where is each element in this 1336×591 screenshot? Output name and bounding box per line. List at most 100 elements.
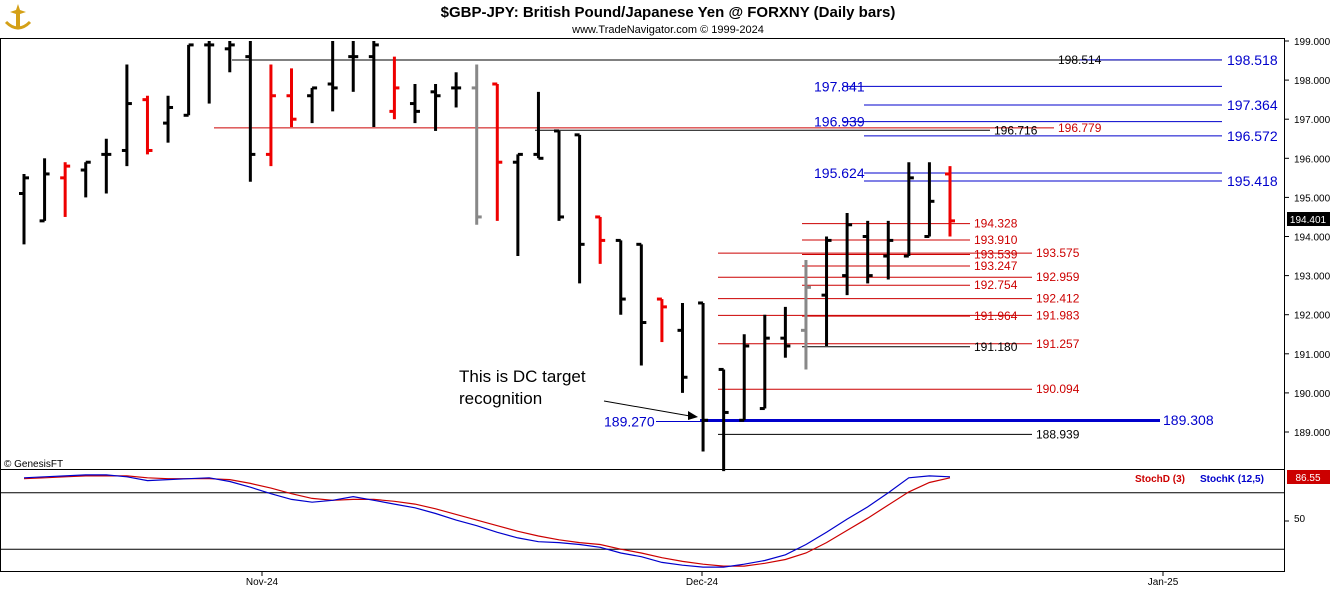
last-price-box xyxy=(1287,212,1330,226)
ohlc-bar xyxy=(636,242,647,366)
ohlc-bar xyxy=(368,41,379,128)
ohlc-bar xyxy=(142,95,153,155)
ohlc-bar xyxy=(595,215,606,264)
level-label: 196.939 xyxy=(814,114,865,130)
copyright-label: © GenesisFT xyxy=(4,459,63,470)
ohlc-bar xyxy=(862,220,873,284)
x-label-nov: Nov-24 xyxy=(246,577,279,588)
level-label: 198.518 xyxy=(1227,52,1278,68)
last-price-tag: 194.401 xyxy=(1287,212,1330,226)
ohlc-bar xyxy=(800,259,811,370)
ohlc-bar xyxy=(698,301,709,452)
level-label: 196.572 xyxy=(1227,128,1278,144)
stoch-tick-50: 50 xyxy=(1294,514,1306,525)
ohlc-bar xyxy=(183,43,194,117)
price-bars xyxy=(19,41,955,472)
ohlc-bar xyxy=(39,158,50,223)
ohlc-bar xyxy=(718,367,729,472)
y-tick-label: 193.000 xyxy=(1294,272,1331,283)
ohlc-bar xyxy=(307,86,318,124)
ohlc-bar xyxy=(430,84,441,131)
y-tick-label: 191.000 xyxy=(1294,350,1331,361)
y-tick-label: 194.000 xyxy=(1294,233,1331,244)
y-tick-label: 197.000 xyxy=(1294,115,1331,126)
level-label: 198.514 xyxy=(1058,53,1102,67)
level-label: 192.959 xyxy=(1036,270,1080,284)
level-label: 191.257 xyxy=(1036,337,1080,351)
level-label: 191.983 xyxy=(1036,308,1080,322)
ohlc-bar xyxy=(492,82,503,221)
y-tick-label: 196.000 xyxy=(1294,154,1331,165)
y-tick-label: 190.000 xyxy=(1294,389,1331,400)
ohlc-bar xyxy=(533,91,544,160)
ohlc-bar xyxy=(204,41,215,104)
annotation-line-2: recognition xyxy=(459,389,542,408)
stochd-legend: StochD (3) xyxy=(1135,474,1185,485)
ohlc-bar xyxy=(471,64,482,225)
level-label: 193.539 xyxy=(974,248,1018,262)
x-label-jan: Jan-25 xyxy=(1148,577,1179,588)
stochastic-panel xyxy=(1,474,1289,568)
ohlc-bar xyxy=(121,64,132,167)
level-label: 191.180 xyxy=(974,340,1018,354)
ohlc-bar xyxy=(924,162,935,238)
y-tick-label: 198.000 xyxy=(1294,76,1331,87)
level-label: 189.270 xyxy=(604,413,655,429)
level-label: 195.418 xyxy=(1227,173,1278,189)
y-tick-label: 189.000 xyxy=(1294,428,1331,439)
level-label: 190.094 xyxy=(1036,382,1080,396)
chart-title: $GBP-JPY: British Pound/Japanese Yen @ F… xyxy=(441,4,896,21)
ohlc-bar xyxy=(780,306,791,358)
level-label: 193.910 xyxy=(974,233,1018,247)
level-label: 197.841 xyxy=(814,78,865,94)
ohlc-bar xyxy=(101,138,112,194)
stochd-line xyxy=(23,475,951,567)
level-label: 194.328 xyxy=(974,217,1018,231)
level-label: 196.716 xyxy=(994,123,1038,137)
ohlc-bar xyxy=(60,162,71,217)
stochk-legend: StochK (12,5) xyxy=(1200,474,1264,485)
ohlc-bar xyxy=(265,64,276,167)
annotation: This is DC target recognition xyxy=(459,367,698,420)
ohlc-bar xyxy=(842,213,853,296)
ohlc-bar xyxy=(327,41,338,112)
ohlc-bar xyxy=(163,95,174,143)
ohlc-bar xyxy=(677,302,688,393)
ohlc-bar xyxy=(451,72,462,108)
ohlc-bar xyxy=(821,236,832,346)
ohlc-bar xyxy=(903,162,914,258)
ohlc-bar xyxy=(574,133,585,284)
level-label: 195.624 xyxy=(814,165,865,181)
chart-subtitle: www.TradeNavigator.com © 1999-2024 xyxy=(571,24,764,36)
annotation-arrow-line xyxy=(603,400,691,417)
ohlc-bar xyxy=(80,160,91,198)
logo xyxy=(4,4,32,30)
stoch-last-label: 86.55 xyxy=(1295,473,1320,484)
level-label: 196.779 xyxy=(1058,121,1102,135)
level-label: 188.939 xyxy=(1036,427,1080,441)
x-label-dec: Dec-24 xyxy=(686,577,719,588)
bull-anchor-logo-icon xyxy=(4,4,32,30)
target-level-labels: 198.514 198.518 197.841 197.364 196.939 196.7… xyxy=(604,52,1278,442)
ohlc-bar xyxy=(245,41,256,182)
level-label: 193.575 xyxy=(1036,246,1080,260)
ohlc-bar xyxy=(739,334,750,422)
y-tick-label: 192.000 xyxy=(1294,311,1331,322)
ohlc-bar xyxy=(19,173,29,245)
ohlc-bar xyxy=(409,84,420,124)
ohlc-bar xyxy=(554,129,565,221)
stochk-line xyxy=(23,474,951,568)
ohlc-bar xyxy=(286,68,297,128)
ohlc-bar xyxy=(389,56,400,120)
ohlc-bar xyxy=(945,166,955,237)
indicator-panel-frame xyxy=(0,469,1285,572)
stoch-last-box xyxy=(1287,470,1330,484)
level-label: 191.964 xyxy=(974,309,1018,323)
stoch-last-tag: 86.55 xyxy=(1287,470,1330,484)
y-tick-label: 195.000 xyxy=(1294,193,1331,204)
annotation-line-1: This is DC target xyxy=(459,367,586,386)
ohlc-bar xyxy=(348,41,359,92)
ohlc-bar xyxy=(615,238,626,315)
level-label: 193.247 xyxy=(974,259,1018,273)
